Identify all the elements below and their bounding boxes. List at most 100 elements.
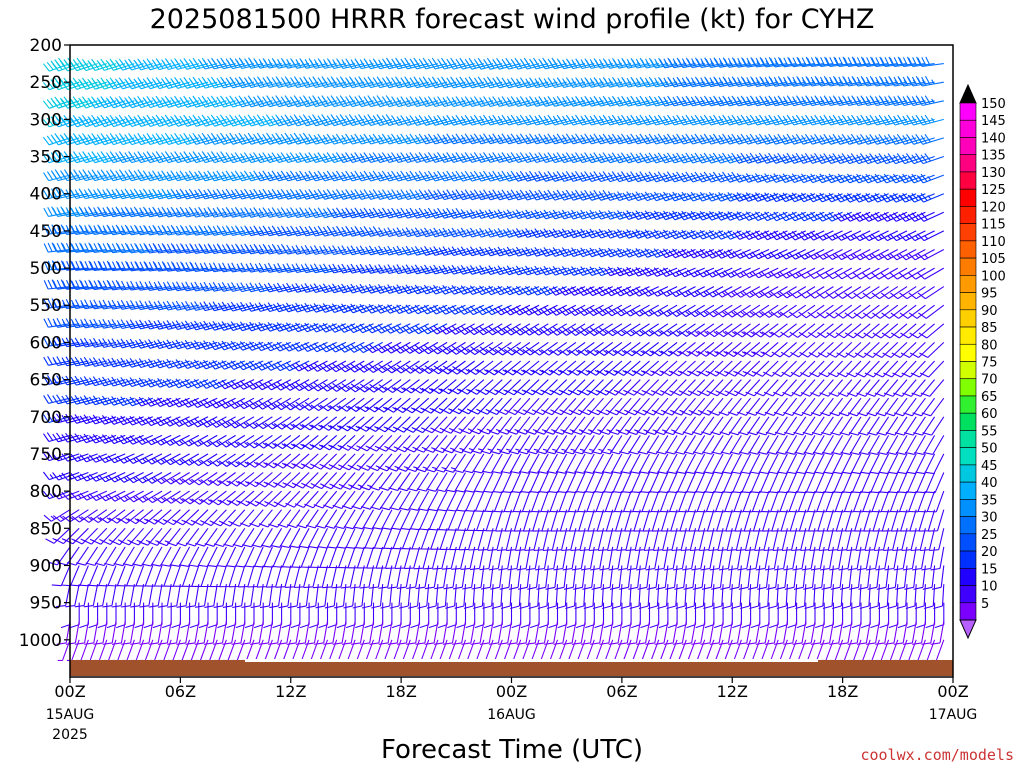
wind-barb bbox=[190, 301, 218, 311]
wind-barb bbox=[163, 472, 190, 485]
wind-barb bbox=[659, 304, 687, 317]
wind-barb bbox=[71, 260, 98, 271]
wind-barb bbox=[420, 264, 448, 275]
wind-barb bbox=[180, 95, 209, 108]
wind-barb bbox=[779, 56, 806, 68]
wind-barb bbox=[209, 453, 236, 467]
wind-barb bbox=[392, 341, 420, 354]
wind-barb bbox=[199, 151, 227, 164]
wind-barb bbox=[421, 360, 448, 375]
wind-barb bbox=[236, 207, 264, 218]
wind-barb bbox=[464, 472, 485, 493]
wind-barb bbox=[429, 227, 457, 238]
colorbar-segment bbox=[959, 378, 977, 397]
wind-barb bbox=[816, 304, 843, 319]
wind-barb bbox=[144, 490, 172, 504]
wind-barb bbox=[392, 284, 420, 295]
wind-barb bbox=[499, 435, 522, 455]
wind-barb bbox=[788, 490, 807, 513]
wind-barb bbox=[255, 434, 282, 449]
wind-barb bbox=[182, 490, 209, 505]
wind-barb bbox=[57, 546, 80, 566]
wind-barb bbox=[79, 395, 107, 406]
wind-barb bbox=[742, 114, 770, 126]
wind-barb bbox=[502, 472, 522, 494]
wind-barb bbox=[291, 244, 319, 255]
wind-barb bbox=[319, 245, 347, 255]
wind-barb bbox=[604, 490, 623, 513]
wind-barb bbox=[89, 299, 117, 310]
wind-barb bbox=[558, 152, 586, 164]
wind-barb bbox=[652, 360, 678, 377]
wind-barb bbox=[765, 416, 788, 436]
wind-barb bbox=[512, 57, 540, 70]
wind-barb bbox=[862, 286, 889, 300]
wind-barb bbox=[181, 453, 209, 466]
wind-barb bbox=[486, 509, 503, 532]
wind-barb bbox=[181, 225, 209, 236]
wind-barb bbox=[461, 435, 485, 454]
wind-barb bbox=[686, 95, 715, 107]
wind-barb bbox=[682, 621, 697, 645]
wind-barb bbox=[429, 189, 457, 201]
wind-barb bbox=[169, 546, 191, 567]
wind-barb bbox=[742, 76, 770, 87]
wind-barb bbox=[670, 341, 696, 357]
wind-barb bbox=[125, 319, 153, 330]
wind-barb bbox=[688, 509, 706, 532]
wind-barb bbox=[650, 95, 678, 107]
wind-barb bbox=[788, 95, 816, 107]
wind-barb bbox=[659, 114, 687, 126]
wind-barb bbox=[824, 602, 834, 629]
wind-barb bbox=[713, 602, 724, 629]
wind-barb bbox=[503, 341, 531, 356]
wind-barb bbox=[769, 114, 797, 126]
wind-barb bbox=[241, 584, 255, 609]
wind-barb bbox=[608, 621, 623, 645]
wind-barb bbox=[666, 453, 687, 474]
wind-barb bbox=[706, 323, 733, 338]
wind-barb bbox=[465, 490, 485, 512]
wind-barb bbox=[858, 435, 880, 455]
wind-barb bbox=[199, 132, 227, 145]
wind-barb bbox=[737, 621, 752, 645]
wind-barb bbox=[866, 546, 880, 571]
wind-barb bbox=[631, 210, 659, 221]
wind-barb bbox=[134, 132, 163, 146]
wind-barb bbox=[394, 397, 420, 414]
wind-barb bbox=[362, 509, 384, 530]
wind-barb bbox=[282, 225, 310, 237]
wind-barb bbox=[356, 360, 383, 373]
wind-barb bbox=[907, 173, 935, 184]
wind-barb bbox=[324, 584, 338, 609]
wind-barb bbox=[493, 77, 521, 89]
y-tick-label: 750 bbox=[30, 445, 62, 465]
wind-barb bbox=[355, 207, 383, 219]
wind-barb bbox=[595, 323, 623, 337]
wind-barb bbox=[374, 114, 402, 127]
wind-barb bbox=[379, 490, 402, 511]
wind-barb bbox=[167, 527, 191, 547]
colorbar-segment bbox=[959, 602, 977, 621]
colorbar-label: 110 bbox=[981, 235, 1006, 250]
chart-title: 2025081500 HRRR forecast wind profile (k… bbox=[150, 4, 875, 35]
wind-barb bbox=[430, 360, 457, 375]
wind-barb bbox=[208, 151, 236, 164]
wind-barb bbox=[916, 133, 944, 145]
wind-barb bbox=[144, 224, 172, 236]
wind-barb bbox=[427, 490, 448, 512]
wind-barb bbox=[290, 602, 301, 629]
wind-barb bbox=[525, 621, 540, 645]
wind-barb bbox=[770, 323, 797, 338]
x-tick-label: 18Z bbox=[827, 682, 858, 701]
wind-barb bbox=[98, 260, 126, 272]
wind-barb bbox=[484, 227, 512, 238]
wind-barb bbox=[769, 173, 797, 183]
wind-barb bbox=[102, 621, 117, 645]
wind-barb bbox=[217, 225, 245, 236]
wind-barb bbox=[851, 472, 871, 494]
wind-barb bbox=[753, 509, 770, 532]
wind-barb bbox=[311, 434, 338, 451]
wind-barb bbox=[182, 565, 200, 587]
wind-barb bbox=[291, 58, 319, 69]
